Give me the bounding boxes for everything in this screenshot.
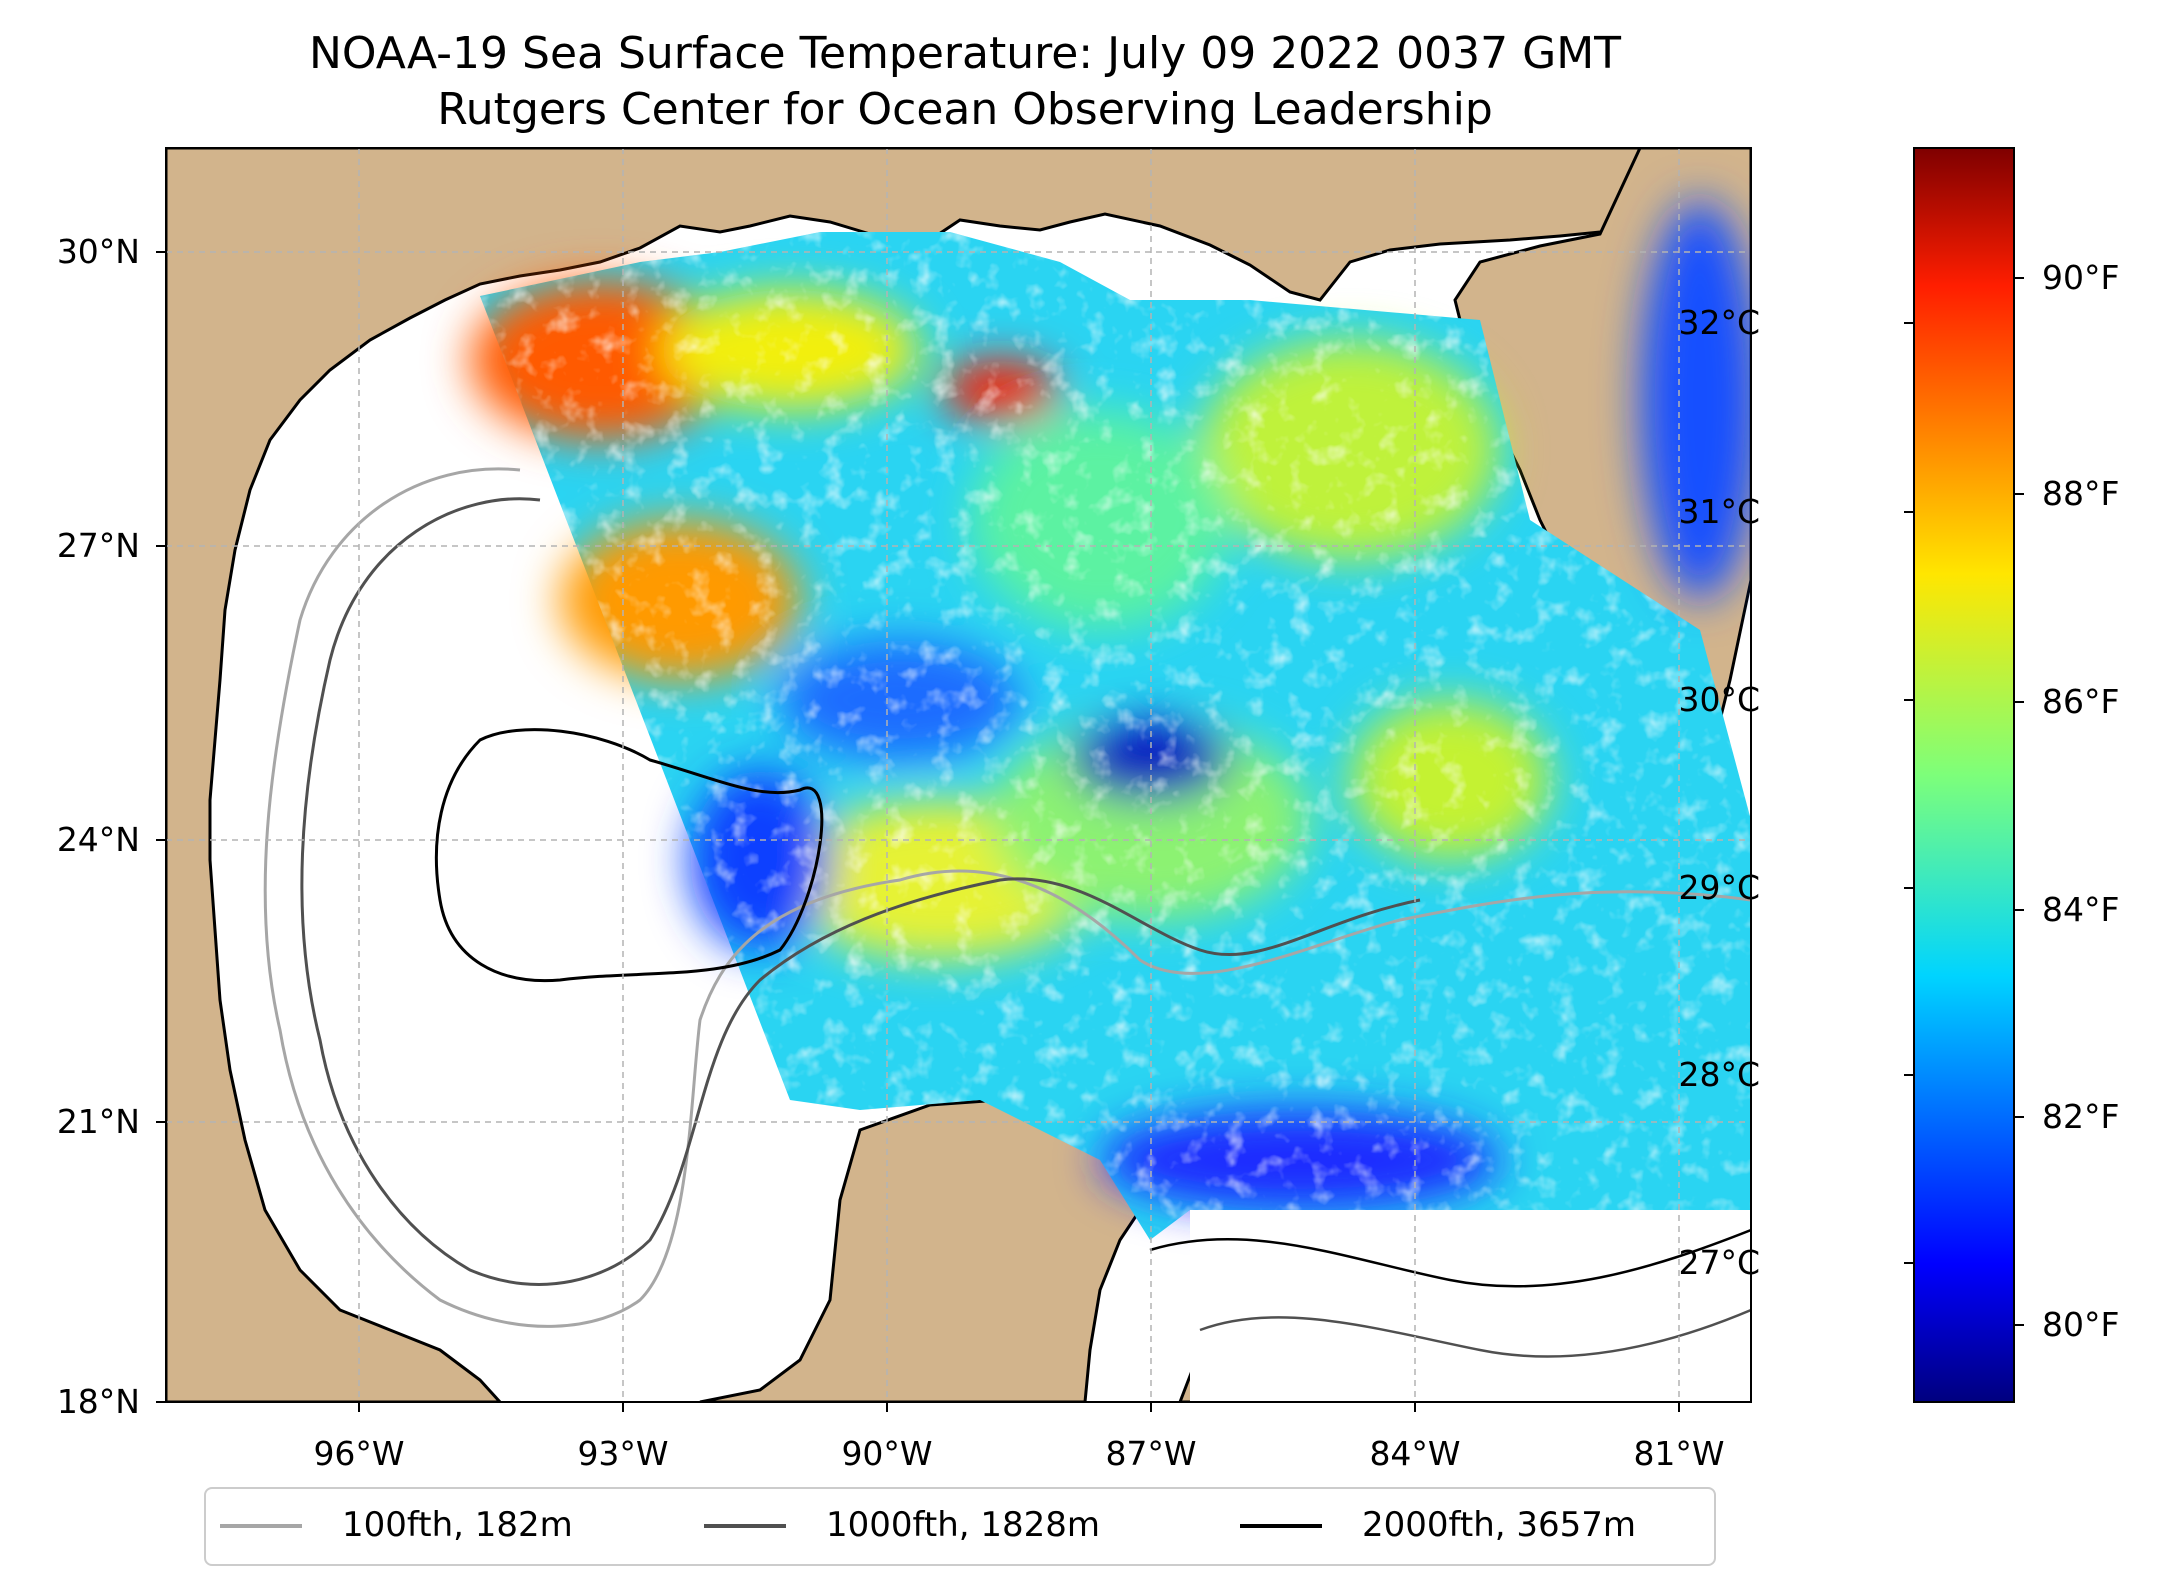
lon-tick-label: 84°W: [1369, 1434, 1461, 1473]
lon-tick-label: 96°W: [313, 1434, 405, 1473]
legend-swatch: [1240, 1524, 1322, 1528]
colorbar-fahrenheit-label: 86°F: [2042, 682, 2120, 721]
colorbar-celsius-label: 31°C: [1678, 492, 1760, 531]
legend-label: 100fth, 182m: [342, 1505, 573, 1545]
colorbar-fahrenheit-label: 88°F: [2042, 474, 2120, 513]
colorbar: [1913, 147, 2015, 1403]
legend: 100fth, 182m 1000fth, 1828m 2000fth, 365…: [204, 1487, 1716, 1566]
axis-ticks: [156, 251, 1680, 1412]
legend-label: 2000fth, 3657m: [1362, 1505, 1637, 1545]
map-frame: [165, 147, 1752, 1403]
lat-tick-label: 18°N: [56, 1382, 140, 1421]
lat-tick-label: 27°N: [56, 526, 140, 565]
colorbar-celsius-label: 32°C: [1678, 303, 1760, 342]
lon-tick-label: 87°W: [1105, 1434, 1197, 1473]
colorbar-celsius-label: 28°C: [1678, 1055, 1760, 1094]
colorbar-fahrenheit-label: 84°F: [2042, 890, 2120, 929]
colorbar-ticks: [1904, 277, 2024, 1326]
colorbar-celsius-label: 27°C: [1678, 1243, 1760, 1282]
legend-swatch: [220, 1524, 302, 1528]
lat-tick-label: 21°N: [56, 1102, 140, 1141]
lon-tick-label: 93°W: [577, 1434, 669, 1473]
chart-subtitle: Rutgers Center for Ocean Observing Leade…: [437, 84, 1493, 135]
lon-tick-label: 90°W: [841, 1434, 933, 1473]
lon-tick-label: 81°W: [1633, 1434, 1725, 1473]
colorbar-celsius-label: 30°C: [1678, 680, 1760, 719]
colorbar-celsius-label: 29°C: [1678, 868, 1760, 907]
legend-swatch: [704, 1524, 786, 1528]
colorbar-fahrenheit-label: 80°F: [2042, 1305, 2120, 1344]
graticule: [166, 148, 1751, 1402]
chart-title: NOAA-19 Sea Surface Temperature: July 09…: [308, 28, 1622, 79]
colorbar-fahrenheit-label: 82°F: [2042, 1097, 2120, 1136]
lat-tick-label: 30°N: [56, 232, 140, 271]
sst-swath: [470, 200, 1751, 1402]
lat-tick-label: 24°N: [56, 820, 140, 859]
legend-label: 1000fth, 1828m: [826, 1505, 1101, 1545]
bathymetry-contours: [263, 467, 1751, 1358]
colorbar-fahrenheit-label: 90°F: [2042, 258, 2120, 297]
